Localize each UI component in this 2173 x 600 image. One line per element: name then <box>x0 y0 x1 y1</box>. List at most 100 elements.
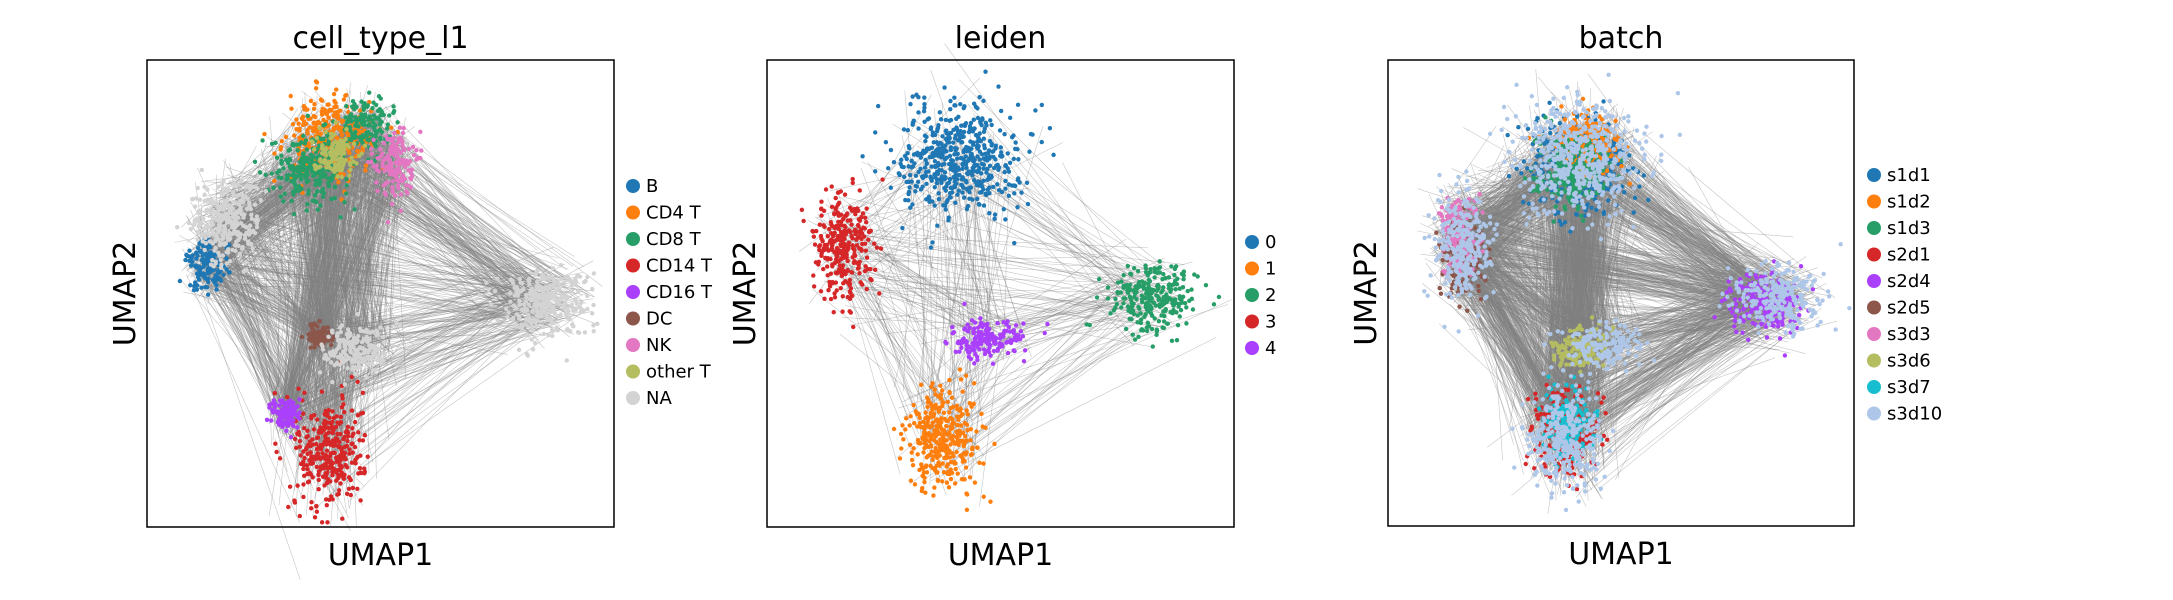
data-point <box>370 105 375 111</box>
data-point <box>538 310 544 315</box>
data-point <box>355 311 360 317</box>
data-point <box>1121 272 1126 278</box>
data-point <box>1613 118 1618 124</box>
data-point <box>290 401 295 406</box>
data-point <box>1171 309 1176 315</box>
data-point <box>1148 266 1153 272</box>
data-point <box>202 198 207 203</box>
data-point <box>322 483 327 488</box>
data-point <box>1006 182 1012 187</box>
data-point <box>1013 323 1019 328</box>
data-point <box>362 466 367 471</box>
data-point <box>1152 269 1157 275</box>
data-point <box>314 464 319 470</box>
data-point <box>979 189 984 195</box>
data-point <box>1173 286 1178 292</box>
data-point <box>983 192 989 198</box>
data-point <box>1159 313 1164 318</box>
data-point <box>547 274 552 280</box>
data-point <box>369 117 375 123</box>
data-point <box>177 278 183 284</box>
data-point <box>955 129 961 135</box>
data-point <box>930 381 935 386</box>
data-point <box>1177 286 1182 291</box>
data-point <box>352 419 358 425</box>
data-point <box>1172 272 1177 278</box>
data-point <box>957 349 962 354</box>
data-point <box>944 464 949 469</box>
data-point <box>311 328 316 333</box>
data-point <box>1173 264 1179 269</box>
data-point <box>950 331 955 336</box>
data-point <box>934 463 940 468</box>
data-point <box>1039 139 1044 145</box>
data-point <box>910 94 915 99</box>
data-point <box>1157 270 1163 275</box>
data-point <box>534 318 540 323</box>
data-point <box>975 340 980 346</box>
data-point <box>928 125 934 130</box>
data-point <box>907 185 912 190</box>
data-point <box>341 160 347 165</box>
data-point <box>952 461 957 466</box>
data-point <box>354 118 359 124</box>
data-point <box>585 306 590 312</box>
data-point <box>335 174 340 179</box>
data-point <box>538 303 543 308</box>
data-point <box>301 425 307 431</box>
data-point <box>542 291 547 296</box>
data-point <box>825 234 830 239</box>
data-point <box>331 172 336 178</box>
data-point <box>958 406 963 411</box>
data-point <box>220 236 225 242</box>
data-point <box>302 141 308 146</box>
data-point <box>342 382 348 387</box>
data-point <box>319 145 325 151</box>
data-point <box>337 439 342 445</box>
data-point <box>375 188 380 193</box>
data-point <box>519 322 524 327</box>
data-point <box>336 167 342 173</box>
data-point <box>218 257 224 263</box>
data-point <box>184 253 190 259</box>
data-point <box>174 225 180 230</box>
data-point <box>281 199 286 204</box>
data-point <box>385 122 391 127</box>
data-point <box>344 183 349 188</box>
data-point <box>222 224 227 229</box>
data-point <box>323 457 329 462</box>
data-point <box>324 472 329 477</box>
data-point <box>1203 282 1209 288</box>
data-point <box>972 480 978 485</box>
data-point <box>295 148 300 153</box>
data-point <box>340 138 346 144</box>
data-point <box>353 366 359 371</box>
data-point <box>953 146 959 151</box>
data-point <box>285 160 291 165</box>
data-point <box>931 405 936 410</box>
data-point <box>941 428 947 433</box>
data-point <box>252 230 258 236</box>
data-point <box>938 117 944 122</box>
data-point <box>962 301 967 307</box>
data-point <box>313 86 319 91</box>
data-point <box>964 144 969 150</box>
data-point <box>836 219 841 225</box>
data-point <box>279 161 284 166</box>
data-point <box>907 172 913 178</box>
data-point <box>366 137 371 143</box>
data-point <box>948 163 954 168</box>
data-point <box>1047 125 1053 131</box>
data-point <box>311 113 316 119</box>
data-point <box>332 363 337 368</box>
data-point <box>359 151 364 156</box>
data-point <box>380 358 386 363</box>
data-point <box>351 340 356 345</box>
data-point <box>1156 286 1161 291</box>
data-point <box>1627 181 1632 186</box>
data-point <box>236 243 241 249</box>
data-point <box>937 453 942 458</box>
data-point <box>962 420 967 426</box>
data-point <box>855 206 860 211</box>
data-point <box>873 130 878 135</box>
